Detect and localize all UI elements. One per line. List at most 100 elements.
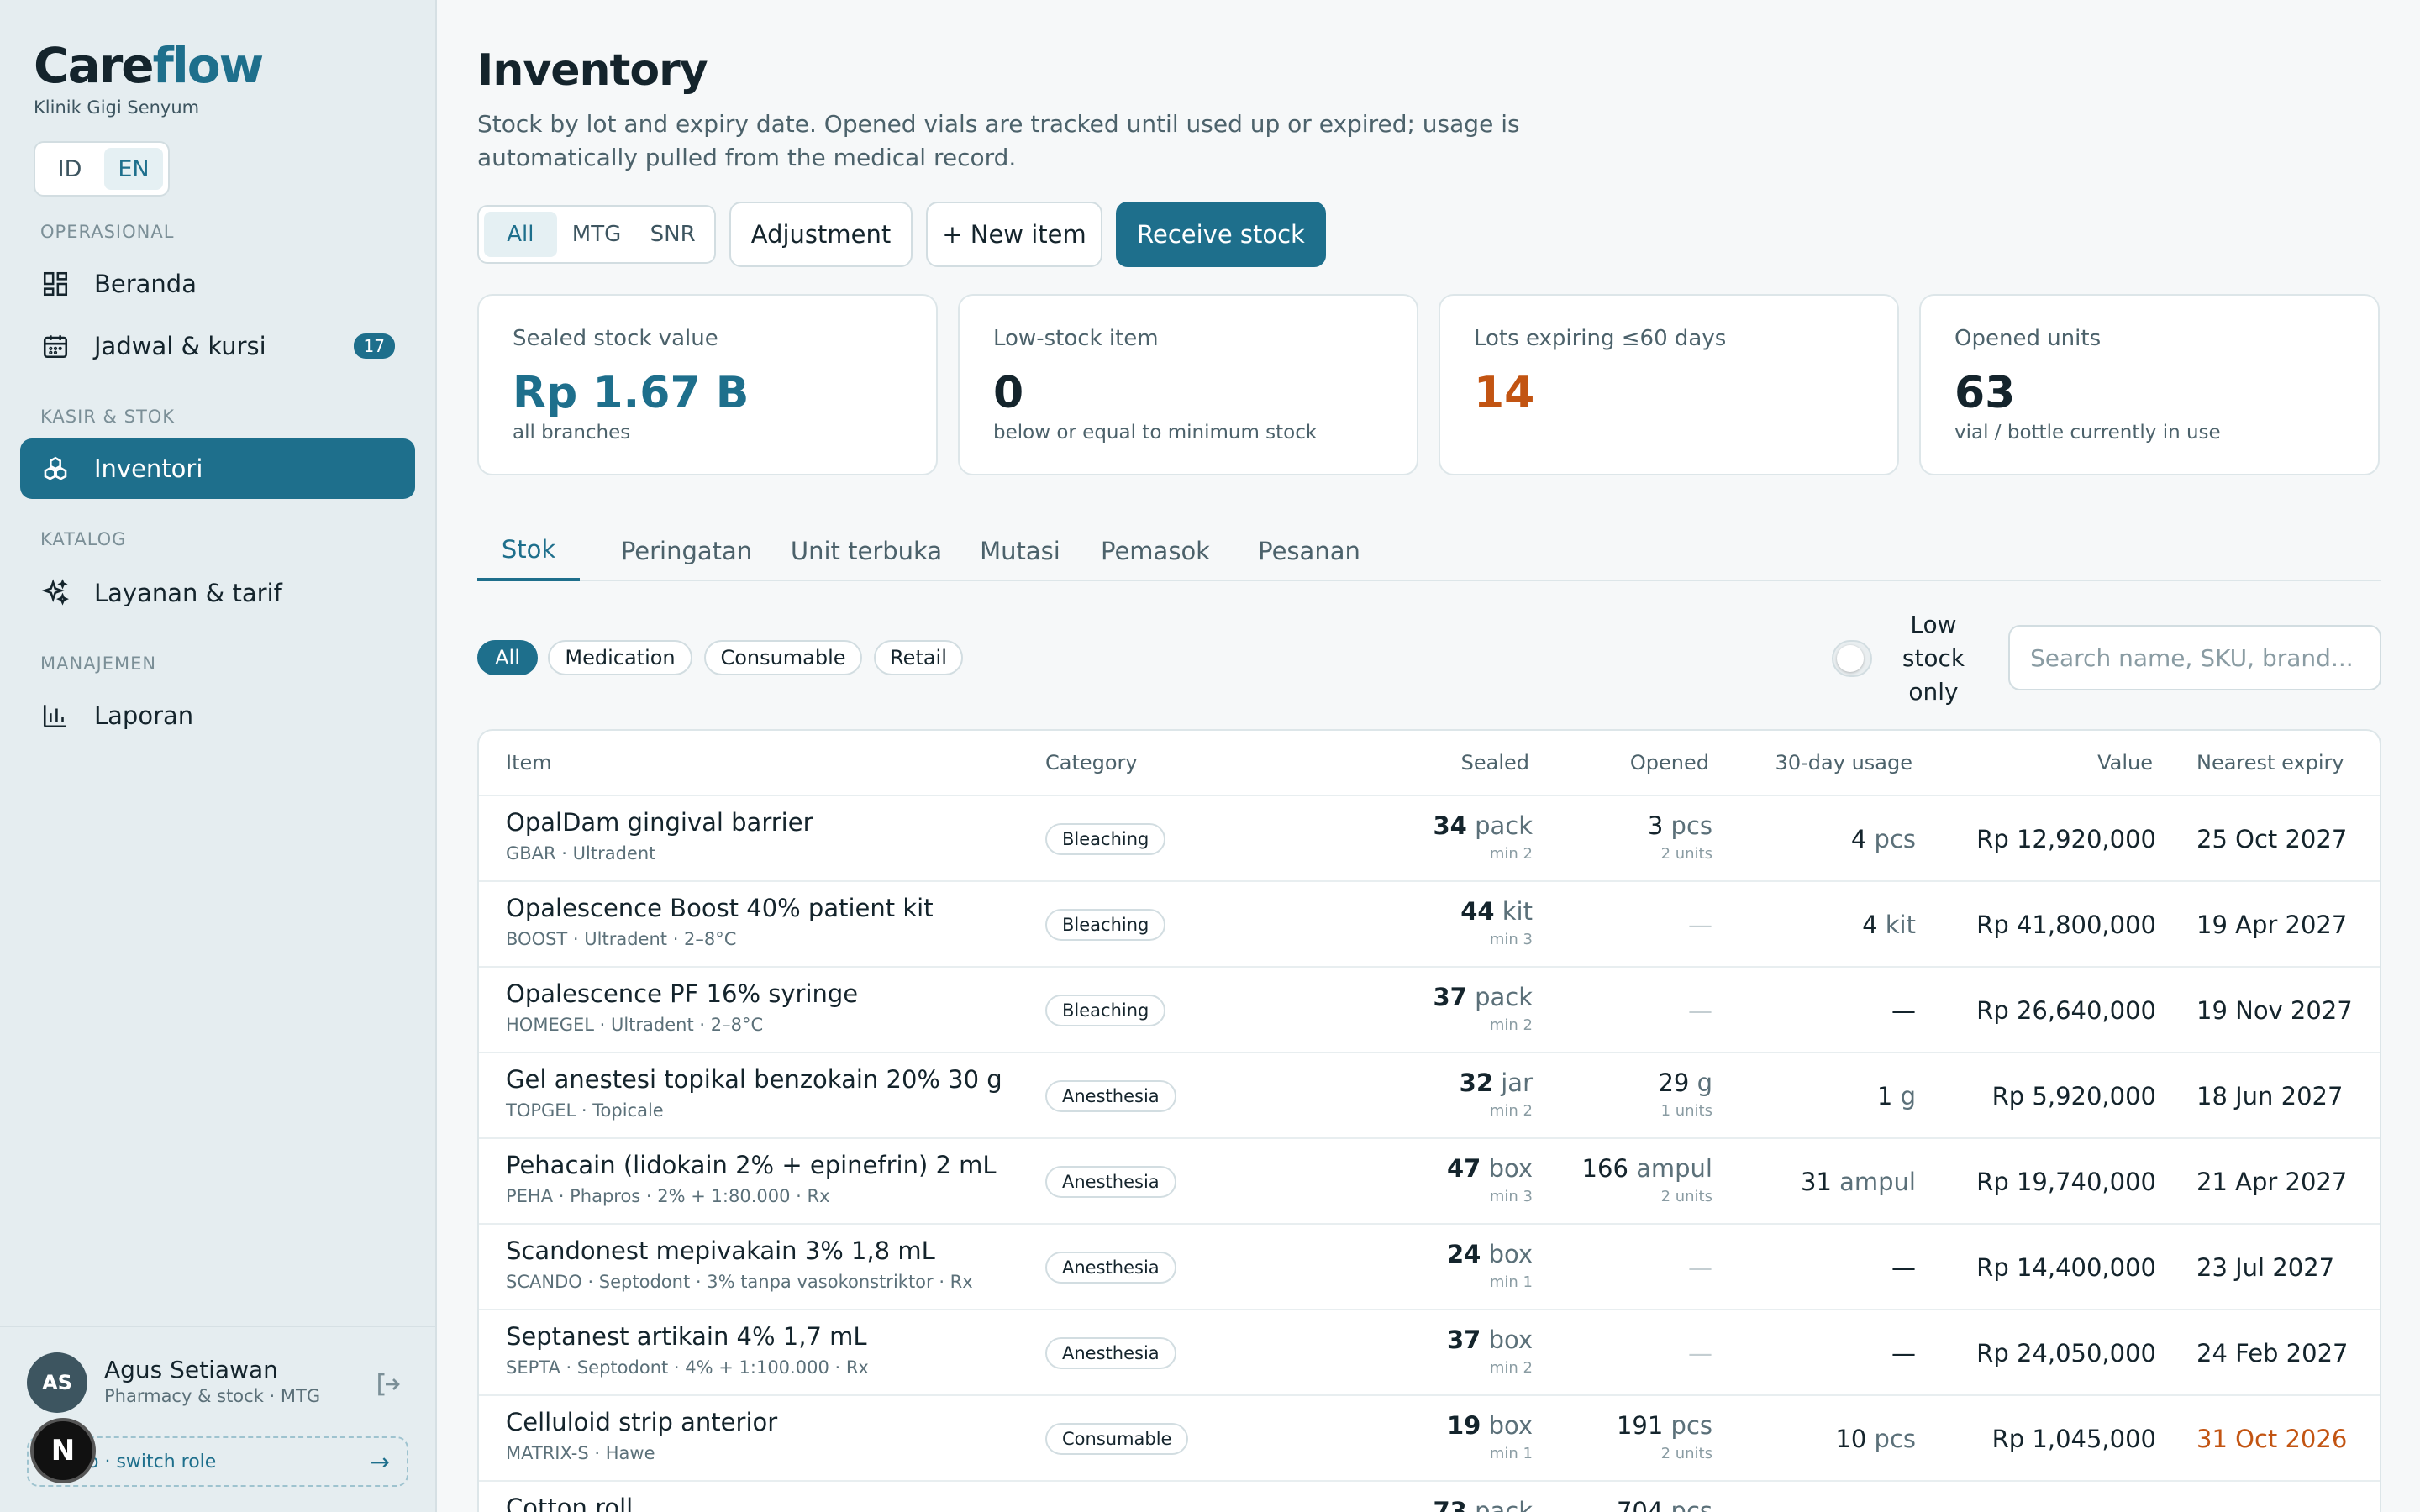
sealed-unit: box bbox=[1488, 1154, 1533, 1183]
sealed-qty: 32 jar bbox=[1460, 1068, 1533, 1097]
usage-30d: 10 pcs bbox=[1835, 1425, 1916, 1453]
filter-chip-medication[interactable]: Medication bbox=[548, 640, 692, 675]
stat-card-low-stock: Low-stock item 0 below or equal to minim… bbox=[958, 294, 1418, 475]
min-stock: min 3 bbox=[1489, 1188, 1533, 1205]
user-role: Pharmacy & stock · MTG bbox=[104, 1386, 321, 1406]
tab-unit-terbuka[interactable]: Unit terbuka bbox=[790, 537, 943, 565]
nearest-expiry: 31 Oct 2026 bbox=[2196, 1425, 2348, 1453]
tab-peringatan[interactable]: Peringatan bbox=[620, 537, 753, 565]
min-stock: min 2 bbox=[1489, 845, 1533, 863]
column-header-value[interactable]: Value bbox=[2097, 751, 2153, 774]
sealed-unit: pack bbox=[1475, 811, 1533, 840]
sidebar-item-inventori[interactable]: Inventori bbox=[20, 438, 415, 499]
opened-qty: 166 ampul bbox=[1582, 1154, 1712, 1183]
usage-unit: pcs bbox=[1874, 1425, 1916, 1453]
item-name: Opalescence PF 16% syringe bbox=[506, 979, 859, 1008]
stat-value: 63 bbox=[1954, 368, 2016, 418]
opened-unit: g bbox=[1697, 1068, 1712, 1097]
tab-pesanan[interactable]: Pesanan bbox=[1258, 537, 1360, 565]
filter-chip-all[interactable]: All bbox=[477, 640, 538, 675]
tab-stok[interactable]: Stok bbox=[477, 521, 580, 581]
stock-value: Rp 1,045,000 bbox=[1991, 1425, 2156, 1453]
usage-unit: pcs bbox=[1874, 825, 1916, 853]
search-input[interactable] bbox=[2008, 625, 2381, 690]
lang-en-button[interactable]: EN bbox=[104, 148, 163, 190]
adjustment-button[interactable]: Adjustment bbox=[729, 202, 913, 267]
sealed-qty: 44 kit bbox=[1460, 897, 1533, 926]
sealed-count: 37 bbox=[1433, 983, 1467, 1011]
filter-chip-consumable[interactable]: Consumable bbox=[704, 640, 862, 675]
table-row[interactable]: Celluloid strip anterior MATRIX-S · Hawe C… bbox=[479, 1394, 2380, 1480]
tab-mutasi[interactable]: Mutasi bbox=[980, 537, 1060, 565]
sidebar-item-laporan[interactable]: Laporan bbox=[20, 685, 415, 746]
sealed-unit: kit bbox=[1502, 897, 1533, 926]
item-name: Pehacain (lidokain 2% + epinefrin) 2 mL bbox=[506, 1151, 997, 1179]
sidebar-item-jadwal[interactable]: Jadwal & kursi 17 bbox=[20, 316, 415, 376]
usage-count: 4 bbox=[1862, 911, 1878, 939]
branch-snr-button[interactable]: SNR bbox=[650, 222, 696, 247]
new-item-button[interactable]: + New item bbox=[926, 202, 1102, 267]
logout-icon[interactable] bbox=[373, 1369, 403, 1399]
column-header-opened[interactable]: Opened bbox=[1629, 751, 1709, 774]
column-header-sealed[interactable]: Sealed bbox=[1460, 751, 1529, 774]
language-switch: ID EN bbox=[34, 141, 170, 197]
opened-count: 166 bbox=[1581, 1154, 1628, 1183]
opened-unit: pcs bbox=[1670, 1411, 1712, 1440]
stock-value: Rp 26,640,000 bbox=[1976, 996, 2156, 1025]
sealed-unit: pack bbox=[1475, 1497, 1533, 1512]
page-subtitle: Stock by lot and expiry date. Opened via… bbox=[477, 110, 1520, 171]
usage-unit: g bbox=[1900, 1082, 1916, 1110]
category-badge: Bleaching bbox=[1045, 995, 1166, 1026]
item-name: Scandonest mepivakain 3% 1,8 mL bbox=[506, 1236, 935, 1265]
table-row[interactable]: Septanest artikain 4% 1,7 mL SEPTA · Sept… bbox=[479, 1309, 2380, 1394]
section-label-manajemen: MANAJEMEN bbox=[40, 654, 157, 674]
branch-mtg-button[interactable]: MTG bbox=[571, 222, 622, 247]
table-row[interactable]: Opalescence PF 16% syringe HOMEGEL · Ultr… bbox=[479, 966, 2380, 1052]
sealed-qty: 19 box bbox=[1447, 1411, 1533, 1440]
n-badge[interactable]: N bbox=[30, 1418, 96, 1483]
switch-role-button[interactable]: o · switch role → bbox=[27, 1436, 408, 1487]
low-stock-toggle[interactable] bbox=[1832, 640, 1872, 677]
item-meta: MATRIX-S · Hawe bbox=[506, 1443, 655, 1463]
sealed-qty: 37 pack bbox=[1434, 983, 1534, 1011]
stat-value: 0 bbox=[993, 368, 1024, 418]
table-row[interactable]: OpalDam gingival barrier GBAR · Ultradent… bbox=[479, 795, 2380, 880]
sparkle-icon bbox=[40, 578, 71, 608]
lang-id-button[interactable]: ID bbox=[57, 155, 82, 182]
clinic-name: Klinik Gigi Senyum bbox=[34, 97, 200, 118]
column-header-item[interactable]: Item bbox=[506, 751, 552, 774]
filter-chip-retail[interactable]: Retail bbox=[874, 640, 963, 675]
item-meta: GBAR · Ultradent bbox=[506, 843, 656, 864]
table-row[interactable]: Cotton roll 73 pack 704 pcs bbox=[479, 1480, 2380, 1512]
app-logo[interactable]: Careflow bbox=[34, 37, 264, 94]
sealed-count: 19 bbox=[1447, 1411, 1481, 1440]
section-label-operasional: OPERASIONAL bbox=[40, 222, 175, 242]
min-stock: min 2 bbox=[1489, 1359, 1533, 1377]
table-row[interactable]: Scandonest mepivakain 3% 1,8 mL SCANDO · … bbox=[479, 1223, 2380, 1309]
opened-qty: — bbox=[1688, 996, 1712, 1025]
sidebar-item-label: Jadwal & kursi bbox=[94, 332, 266, 360]
opened-qty: 3 pcs bbox=[1648, 811, 1712, 840]
column-header-expiry[interactable]: Nearest expiry bbox=[2196, 751, 2344, 774]
receive-stock-button[interactable]: Receive stock bbox=[1116, 202, 1326, 267]
tab-bar: Stok Peringatan Unit terbuka Mutasi Pema… bbox=[477, 521, 2381, 581]
table-row[interactable]: Opalescence Boost 40% patient kit BOOST ·… bbox=[479, 880, 2380, 966]
table-row[interactable]: Pehacain (lidokain 2% + epinefrin) 2 mL P… bbox=[479, 1137, 2380, 1223]
table-row[interactable]: Gel anestesi topikal benzokain 20% 30 g T… bbox=[479, 1052, 2380, 1137]
sidebar-item-layanan[interactable]: Layanan & tarif bbox=[20, 563, 415, 623]
sidebar: Careflow Klinik Gigi Senyum ID EN OPERAS… bbox=[0, 0, 437, 1512]
opened-unit: ampul bbox=[1636, 1154, 1712, 1183]
sealed-count: 32 bbox=[1459, 1068, 1494, 1097]
stock-value: Rp 19,740,000 bbox=[1976, 1168, 2156, 1196]
tab-pemasok[interactable]: Pemasok bbox=[1101, 537, 1210, 565]
sidebar-item-beranda[interactable]: Beranda bbox=[20, 254, 415, 314]
sealed-qty: 37 box bbox=[1447, 1326, 1533, 1354]
stock-value: Rp 24,050,000 bbox=[1976, 1339, 2156, 1368]
branch-all-button[interactable]: All bbox=[484, 212, 557, 257]
stat-card-sealed-value: Sealed stock value Rp 1.67 B all branche… bbox=[477, 294, 938, 475]
column-header-usage[interactable]: 30-day usage bbox=[1775, 751, 1912, 774]
usage-count: 4 bbox=[1850, 825, 1867, 853]
item-name: Opalescence Boost 40% patient kit bbox=[506, 894, 934, 922]
item-name: Cotton roll bbox=[506, 1494, 634, 1512]
column-header-category[interactable]: Category bbox=[1045, 751, 1138, 774]
